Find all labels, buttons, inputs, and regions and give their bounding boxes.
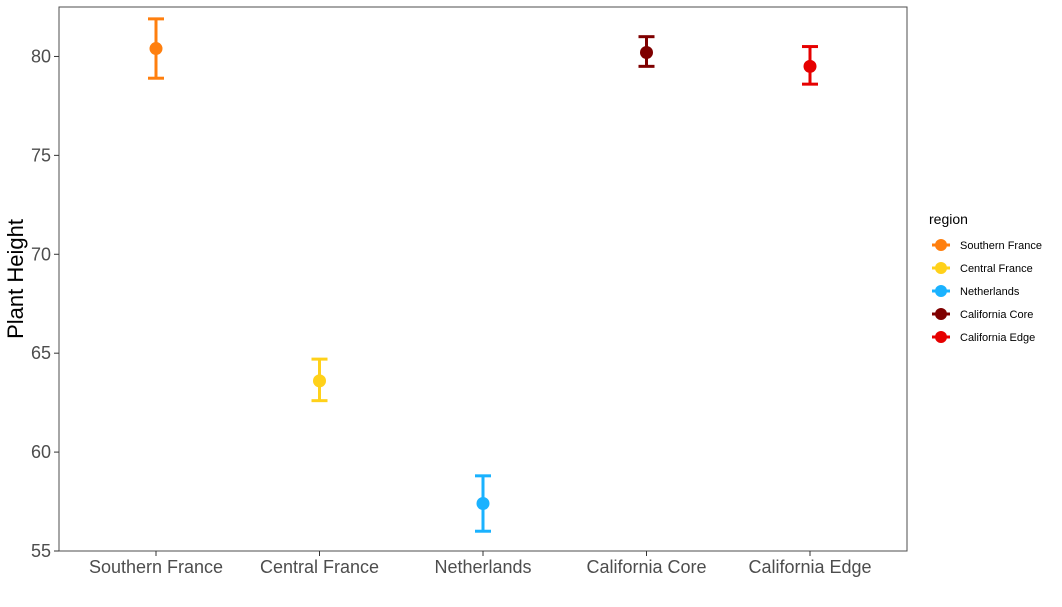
y-axis: 55 60 65 70 75 80 xyxy=(31,46,59,561)
x-tick-label: Netherlands xyxy=(434,557,531,577)
legend-key-point xyxy=(935,308,947,320)
data-marks xyxy=(148,17,818,533)
mean-point xyxy=(149,42,163,56)
mean-point xyxy=(476,497,490,511)
legend-key-point xyxy=(935,285,947,297)
mean-point xyxy=(313,374,326,388)
mean-point xyxy=(803,59,817,73)
mean-point xyxy=(640,45,653,59)
x-tick-label: Central France xyxy=(260,557,379,577)
legend-label: California Edge xyxy=(960,332,1035,344)
legend-label: Southern France xyxy=(960,240,1042,252)
y-tick-label: 70 xyxy=(31,244,51,264)
x-axis: Southern France Central France Netherlands… xyxy=(89,551,872,577)
legend-items: Southern France Central France Netherlands… xyxy=(932,239,1042,344)
y-tick-label: 60 xyxy=(31,442,51,462)
legend-item: California Core xyxy=(932,308,1033,321)
error-point-4 xyxy=(638,35,655,68)
legend-key-point xyxy=(935,331,947,343)
legend-item: Southern France xyxy=(932,239,1042,252)
error-point-1 xyxy=(148,17,164,80)
y-axis-title: Plant Height xyxy=(3,219,28,339)
error-point-3 xyxy=(475,474,491,533)
legend-label: Netherlands xyxy=(960,286,1020,298)
y-tick-label: 75 xyxy=(31,145,51,165)
error-point-5 xyxy=(802,45,818,86)
y-tick-label: 80 xyxy=(31,46,51,66)
legend-key-point xyxy=(935,262,947,274)
error-point-2 xyxy=(311,357,328,403)
legend: region Southern France Central France Neth… xyxy=(929,211,1042,344)
legend-item: Netherlands xyxy=(932,285,1020,298)
legend-key-point xyxy=(935,239,947,251)
legend-label: Central France xyxy=(960,263,1033,275)
legend-title: region xyxy=(929,211,968,227)
legend-item: Central France xyxy=(932,262,1033,275)
y-tick-label: 65 xyxy=(31,343,51,363)
legend-item: California Edge xyxy=(932,331,1035,344)
x-tick-label: California Edge xyxy=(748,557,871,577)
x-tick-label: Southern France xyxy=(89,557,223,577)
x-tick-label: California Core xyxy=(586,557,706,577)
y-tick-label: 55 xyxy=(31,541,51,561)
legend-label: California Core xyxy=(960,309,1033,321)
plot-panel xyxy=(58,6,908,552)
